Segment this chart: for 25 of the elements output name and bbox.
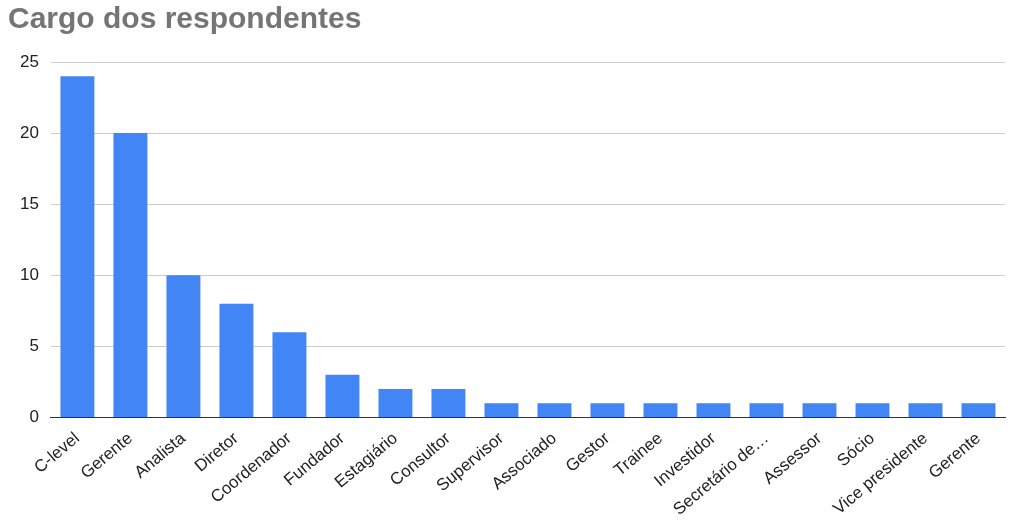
y-tick-label: 15 xyxy=(19,193,39,213)
bar xyxy=(325,374,360,417)
bar xyxy=(537,403,572,417)
bar xyxy=(378,389,413,417)
y-tick-label: 5 xyxy=(29,336,39,356)
bar xyxy=(749,403,784,417)
bar xyxy=(431,389,466,417)
bar xyxy=(219,303,254,417)
chart-title: Cargo dos respondentes xyxy=(8,1,362,35)
bar xyxy=(643,403,678,417)
y-tick-label: 25 xyxy=(19,51,39,71)
bar xyxy=(855,403,890,417)
bar xyxy=(590,403,625,417)
bar xyxy=(272,332,307,417)
y-tick-label: 0 xyxy=(29,407,39,427)
bar xyxy=(166,275,201,417)
bar xyxy=(908,403,943,417)
bar xyxy=(802,403,837,417)
bar xyxy=(113,133,148,417)
y-tick-label: 20 xyxy=(19,122,39,142)
bar xyxy=(60,76,95,417)
y-tick-label: 10 xyxy=(19,264,39,284)
bar xyxy=(961,403,996,417)
bar xyxy=(484,403,519,417)
bar xyxy=(696,403,731,417)
